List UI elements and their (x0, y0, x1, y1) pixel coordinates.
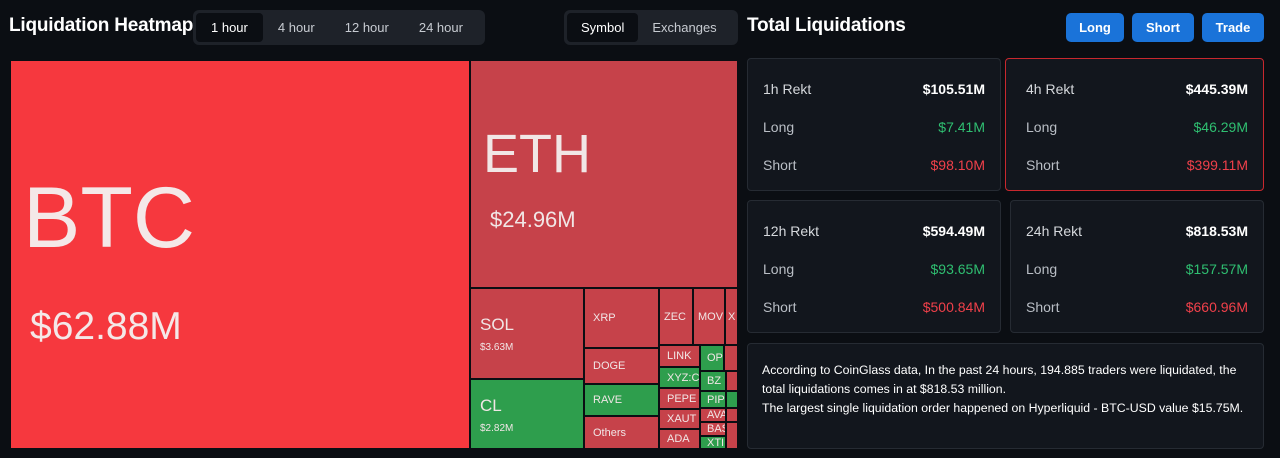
tile-btc[interactable]: BTC $62.88M (10, 60, 470, 449)
tile-symbol: ETH (483, 124, 591, 184)
tab-4-hour[interactable]: 4 hour (277, 20, 315, 35)
short-label: Short (763, 299, 797, 315)
tile-symbol: OP (707, 352, 723, 364)
tile-eth[interactable]: ETH $24.96M (470, 60, 738, 288)
summary-line-2: The largest single liquidation order hap… (762, 401, 1244, 415)
tile-value: $24.96M (490, 207, 576, 232)
card-total: $445.39M (1185, 81, 1248, 97)
liquidation-summary: According to CoinGlass data, In the past… (747, 343, 1264, 449)
long-value: $157.57M (1185, 261, 1248, 277)
tile-symbol: XYZ:C (667, 371, 700, 384)
short-label: Short (763, 157, 797, 173)
tile-symbol: SOL (480, 315, 515, 334)
tile-value: $3.63M (480, 342, 514, 353)
card-total: $818.53M (1185, 223, 1248, 239)
tab-12-hour[interactable]: 12 hour (344, 20, 389, 35)
card-label: 1h Rekt (763, 81, 812, 97)
total-liquidations-title: Total Liquidations (747, 15, 906, 36)
tile-xti[interactable]: XTI (700, 436, 726, 449)
tile-doge[interactable]: DOGE (584, 348, 659, 384)
long-value: $7.41M (938, 119, 985, 135)
tile-ava[interactable]: AVA (700, 408, 726, 422)
long-label: Long (763, 119, 795, 135)
tile-rave[interactable]: RAVE (584, 384, 659, 416)
summary-line-1: According to CoinGlass data, In the past… (762, 363, 1237, 396)
long-value: $93.65M (930, 261, 985, 277)
tile-mov[interactable]: MOV (693, 288, 725, 345)
tile-symbol: RAVE (593, 394, 623, 406)
tile-x[interactable]: X (725, 288, 738, 345)
tile-small-red-4[interactable] (726, 422, 738, 449)
card-1h-rekt: 1h Rekt $105.51M Long $7.41M Short $98.10M (747, 58, 1001, 191)
tile-symbol: DOGE (593, 360, 626, 372)
tile-value: $62.88M (30, 305, 182, 348)
tile-symbol: XTI (707, 436, 725, 449)
tile-others[interactable]: Others (584, 416, 659, 449)
tile-symbol: Others (593, 426, 627, 439)
tile-link[interactable]: LINK (659, 345, 700, 367)
short-button[interactable]: Short (1132, 13, 1194, 42)
card-label: 4h Rekt (1026, 81, 1075, 97)
liquidation-heatmap: BTC $62.88M ETH $24.96M SOL $3.63M CL $2… (10, 60, 738, 449)
tile-symbol: CL (480, 396, 502, 415)
short-value: $500.84M (922, 299, 985, 315)
tile-symbol: LINK (667, 350, 692, 362)
tile-symbol: XRP (593, 312, 616, 324)
tile-cl[interactable]: CL $2.82M (470, 379, 584, 449)
short-label: Short (1026, 157, 1060, 173)
long-button[interactable]: Long (1066, 13, 1124, 42)
tile-sol[interactable]: SOL $3.63M (470, 288, 584, 379)
tile-ada[interactable]: ADA (659, 429, 700, 449)
tile-xyz[interactable]: XYZ:C (659, 367, 700, 388)
time-range-tabs: 1 hour 4 hour 12 hour 24 hour (193, 10, 485, 45)
card-label: 12h Rekt (763, 223, 820, 239)
short-value: $660.96M (1185, 299, 1248, 315)
tile-symbol: X (728, 310, 736, 323)
trade-button[interactable]: Trade (1202, 13, 1264, 42)
heatmap-title: Liquidation Heatmap (9, 15, 194, 36)
tab-1-hour[interactable]: 1 hour (196, 13, 263, 42)
tab-symbol[interactable]: Symbol (567, 13, 639, 42)
card-label: 24h Rekt (1026, 223, 1083, 239)
tile-symbol: PIP (707, 393, 725, 406)
long-label: Long (763, 261, 795, 277)
long-value: $46.29M (1193, 119, 1248, 135)
tile-pepe[interactable]: PEPE (659, 388, 700, 409)
tile-symbol: MOV (698, 310, 724, 323)
tile-pip[interactable]: PIP (700, 391, 726, 408)
view-tabs: Symbol Exchanges (564, 10, 738, 45)
tile-symbol: XAUT (667, 413, 697, 425)
tile-small-red-3[interactable] (726, 408, 738, 422)
tile-bas[interactable]: BAS (700, 422, 726, 436)
short-value: $399.11M (1186, 157, 1248, 173)
tile-small-red-2[interactable] (726, 371, 738, 391)
tile-symbol: ZEC (664, 310, 686, 323)
tile-symbol: BAS (707, 423, 725, 435)
long-label: Long (1026, 119, 1058, 135)
tab-exchanges[interactable]: Exchanges (652, 20, 717, 35)
tile-symbol: PEPE (667, 392, 697, 405)
tile-xrp[interactable]: XRP (584, 288, 659, 348)
card-total: $105.51M (922, 81, 985, 97)
tile-xaut[interactable]: XAUT (659, 409, 700, 429)
tile-small-red[interactable] (724, 345, 738, 371)
short-label: Short (1026, 299, 1060, 315)
tile-symbol: AVA (707, 409, 726, 421)
tile-op[interactable]: OP (700, 345, 724, 371)
card-12h-rekt: 12h Rekt $594.49M Long $93.65M Short $500.8… (747, 200, 1001, 333)
tile-value: $2.82M (480, 423, 514, 434)
tile-symbol: BZ (707, 375, 722, 387)
tab-24-hour[interactable]: 24 hour (418, 20, 463, 35)
card-24h-rekt: 24h Rekt $818.53M Long $157.57M Short $660.… (1010, 200, 1264, 333)
tile-small-green[interactable] (726, 391, 738, 408)
tile-bz[interactable]: BZ (700, 371, 726, 391)
card-4h-rekt: 4h Rekt $445.39M Long $46.29M Short $399.11… (1005, 58, 1264, 191)
long-label: Long (1026, 261, 1058, 277)
tile-symbol: ADA (667, 433, 690, 445)
card-total: $594.49M (922, 223, 985, 239)
short-value: $98.10M (930, 157, 985, 173)
tile-symbol: BTC (23, 170, 195, 266)
tile-zec[interactable]: ZEC (659, 288, 693, 345)
